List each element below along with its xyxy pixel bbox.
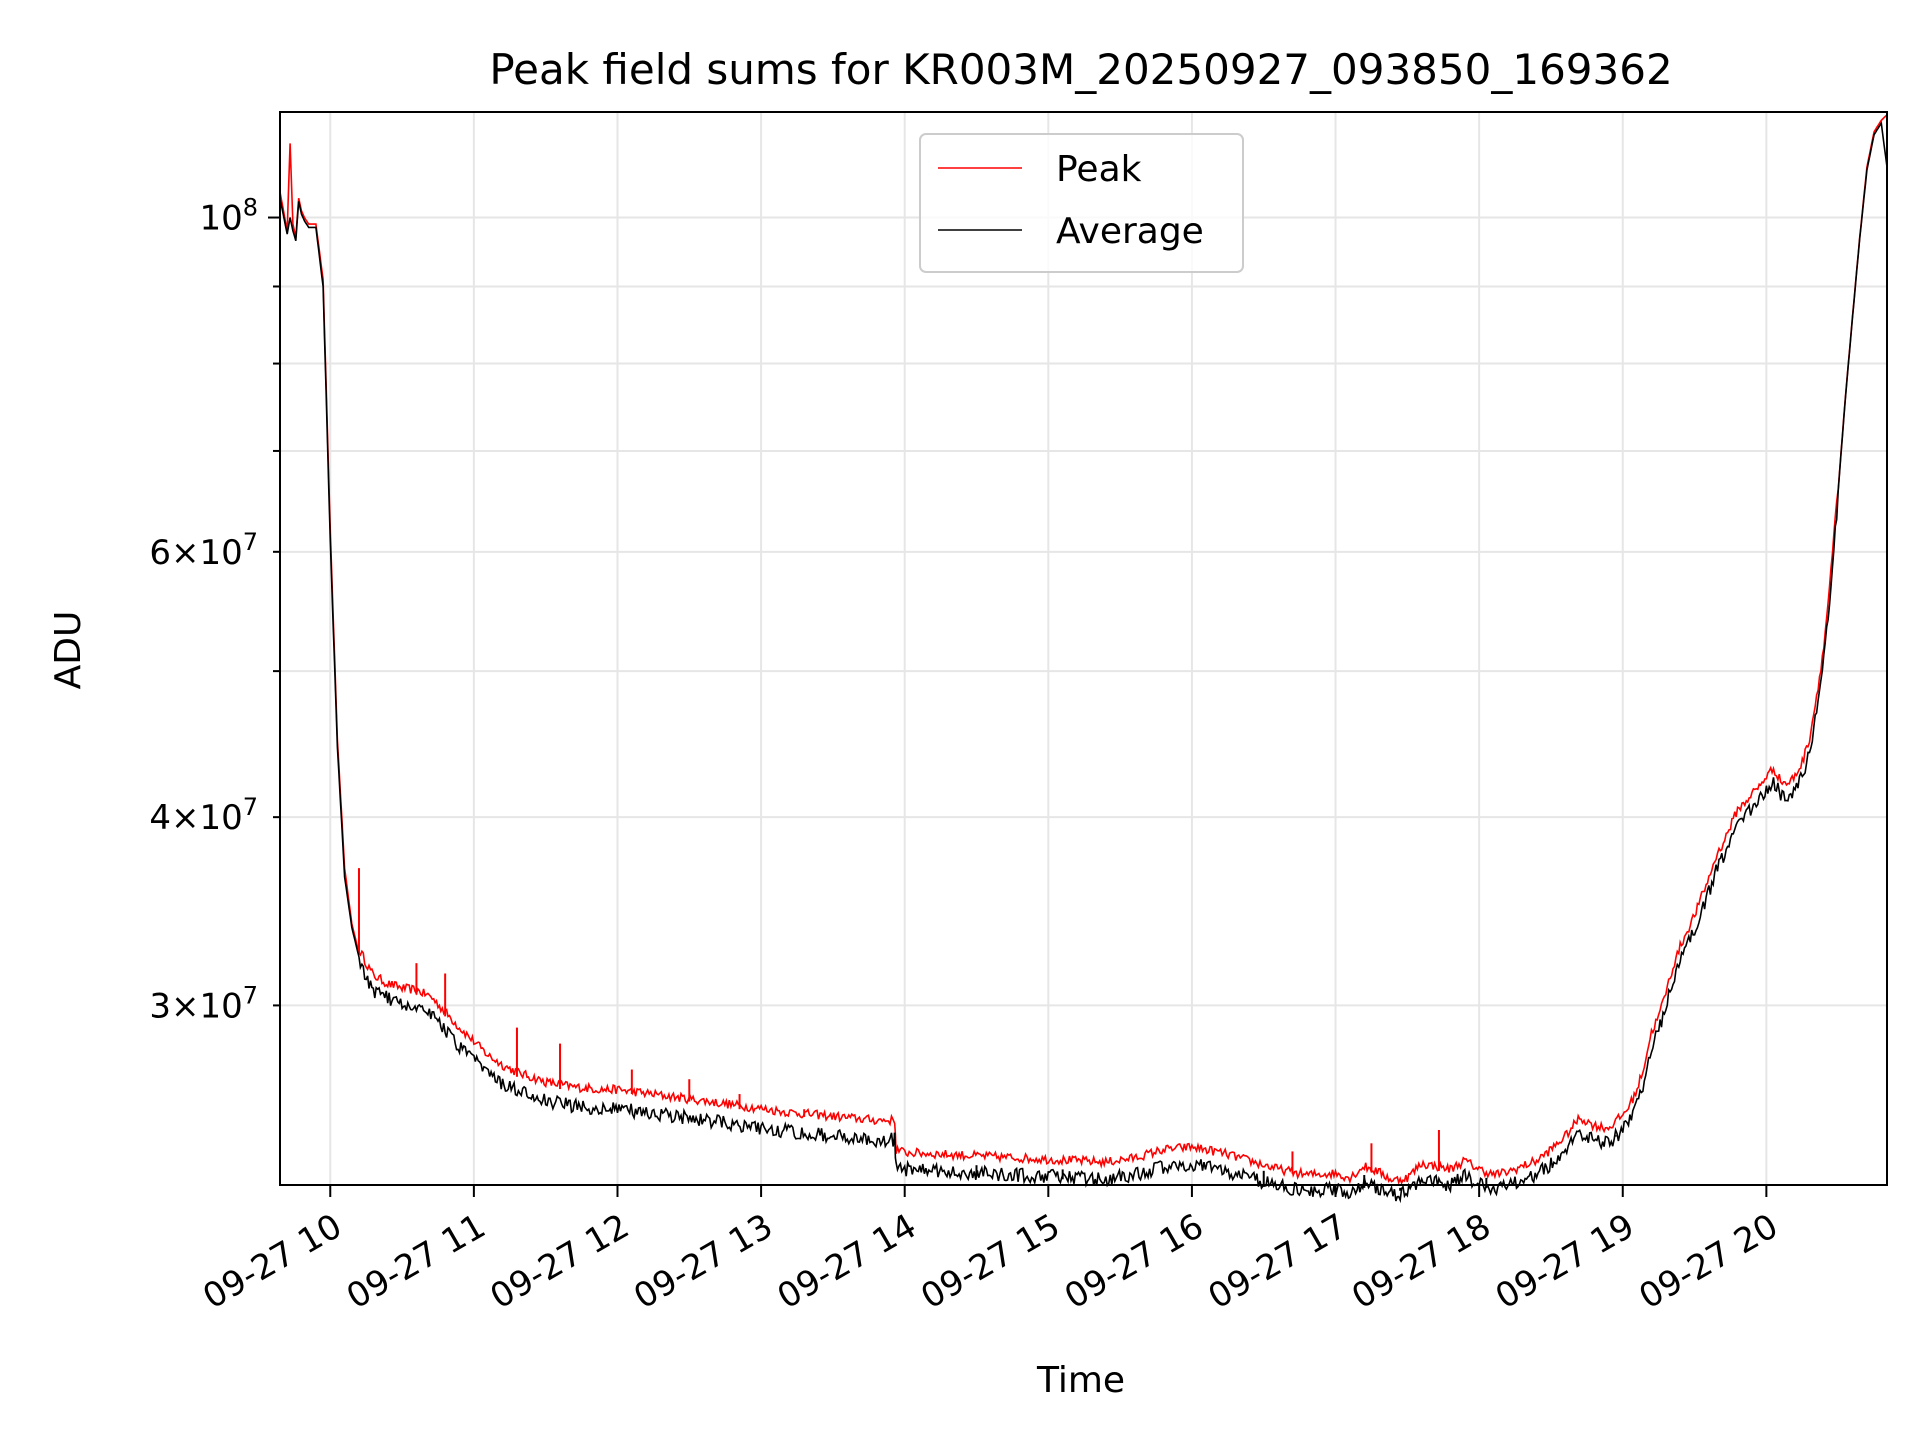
series-line-average [279,120,1888,1204]
y-tick-label: 3×107 [149,981,258,1026]
y-axis-label: ADU [48,611,89,690]
series-layer [279,114,1888,1204]
chart-title: Peak field sums for KR003M_20250927_0938… [489,45,1672,94]
y-tick-label: 108 [199,194,258,239]
legend-peak-label: Peak [1056,149,1142,190]
axes-frame [279,111,1888,1186]
series-line-peak [279,114,1888,1186]
y-tick-label: 4×107 [149,793,258,838]
y-tick-label: 6×107 [149,528,258,573]
legend: Peak Average [919,133,1244,273]
grid [280,112,1887,1185]
x-axis-label: Time [1036,1360,1125,1401]
legend-average-label: Average [1056,211,1204,252]
